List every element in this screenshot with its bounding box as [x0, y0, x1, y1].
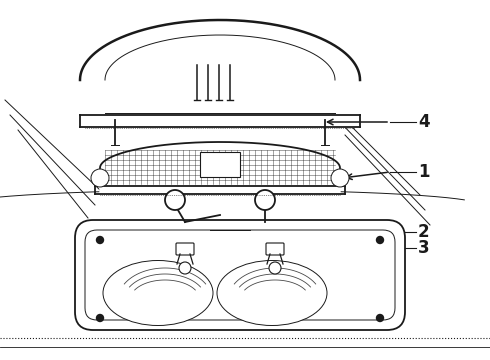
- Polygon shape: [100, 142, 340, 194]
- Text: 3: 3: [418, 239, 430, 257]
- Text: 2: 2: [418, 223, 430, 241]
- FancyBboxPatch shape: [176, 243, 194, 255]
- Circle shape: [269, 262, 281, 274]
- Text: 1: 1: [418, 163, 430, 181]
- Circle shape: [255, 190, 275, 210]
- Circle shape: [331, 169, 349, 187]
- Circle shape: [91, 169, 109, 187]
- Circle shape: [179, 262, 191, 274]
- FancyBboxPatch shape: [75, 220, 405, 330]
- Text: 4: 4: [418, 113, 430, 131]
- Ellipse shape: [103, 261, 213, 325]
- Ellipse shape: [217, 261, 327, 325]
- Circle shape: [376, 315, 384, 321]
- FancyBboxPatch shape: [85, 230, 395, 320]
- Circle shape: [97, 237, 103, 243]
- Circle shape: [165, 190, 185, 210]
- FancyBboxPatch shape: [200, 152, 240, 177]
- Circle shape: [376, 237, 384, 243]
- Polygon shape: [80, 20, 360, 127]
- FancyBboxPatch shape: [266, 243, 284, 255]
- Circle shape: [97, 315, 103, 321]
